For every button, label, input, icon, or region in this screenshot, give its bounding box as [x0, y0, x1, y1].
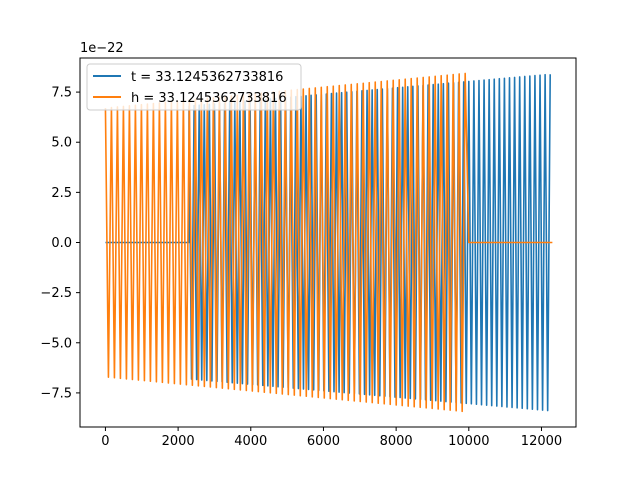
- x-tick-label: 8000: [380, 434, 413, 449]
- y-tick-label: 5.0: [51, 136, 72, 151]
- y-offset-label: 1e−22: [80, 41, 124, 56]
- y-tick-label: −7.5: [40, 386, 72, 401]
- legend-label-t: t = 33.1245362733816: [131, 70, 283, 85]
- y-tick-label: 0.0: [51, 236, 72, 251]
- x-tick-label: 10000: [448, 434, 489, 449]
- y-tick-label: −2.5: [40, 286, 72, 301]
- x-tick-label: 0: [101, 434, 109, 449]
- y-tick-label: 2.5: [51, 186, 72, 201]
- legend-box: [86, 63, 302, 111]
- x-tick-label: 2000: [162, 434, 195, 449]
- legend: t = 33.1245362733816 h = 33.124536273381…: [86, 63, 302, 111]
- x-tick-label: 12000: [521, 434, 562, 449]
- x-tick-label: 4000: [234, 434, 267, 449]
- x-tick-label: 6000: [307, 434, 340, 449]
- series-line-h: [104, 72, 553, 413]
- legend-label-h: h = 33.1245362733816: [131, 91, 287, 106]
- x-axis: 0 2000 4000 6000 8000 10000 12000: [101, 427, 562, 449]
- y-tick-label: −5.0: [40, 336, 72, 351]
- y-axis: −7.5 −5.0 −2.5 0.0 2.5 5.0 7.5: [40, 86, 80, 401]
- y-tick-label: 7.5: [51, 86, 72, 101]
